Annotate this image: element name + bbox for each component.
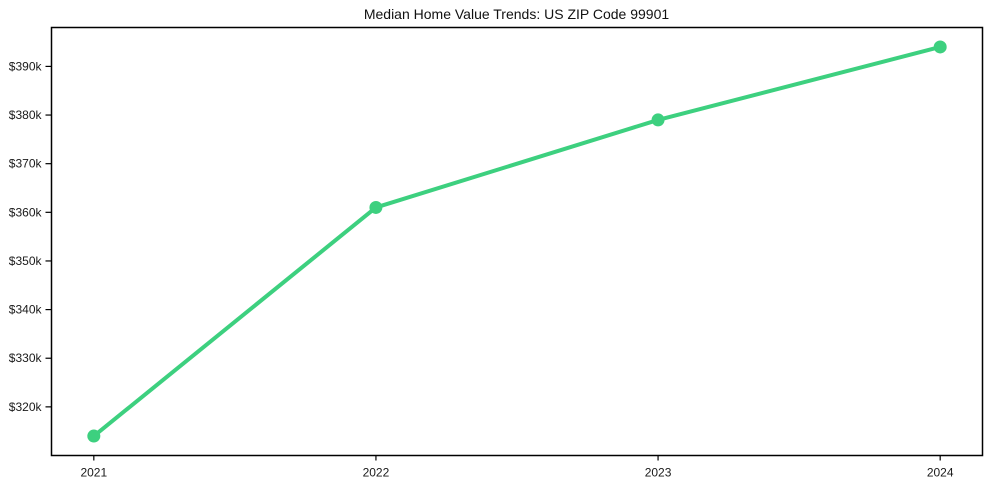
y-tick-label: $380k [9,108,43,122]
x-tick-label: 2023 [645,466,672,480]
data-point-marker [651,113,665,127]
series-line [91,44,943,439]
y-tick-label: $320k [9,400,43,414]
y-tick-label: $340k [9,303,43,317]
y-tick-label: $370k [9,157,43,171]
data-point-marker [87,429,101,443]
y-tick-label: $330k [9,351,43,365]
data-point-marker [933,40,947,54]
y-tick-label: $360k [9,205,43,219]
chart-title: Median Home Value Trends: US ZIP Code 99… [363,6,670,22]
data-point-marker [369,200,383,214]
x-tick-label: 2022 [363,466,390,480]
plot-frame [50,26,984,457]
x-tick-label: 2024 [927,466,954,480]
y-tick-label: $350k [9,254,43,268]
x-tick-label: 2021 [80,466,107,480]
y-tick-label: $390k [9,59,43,73]
